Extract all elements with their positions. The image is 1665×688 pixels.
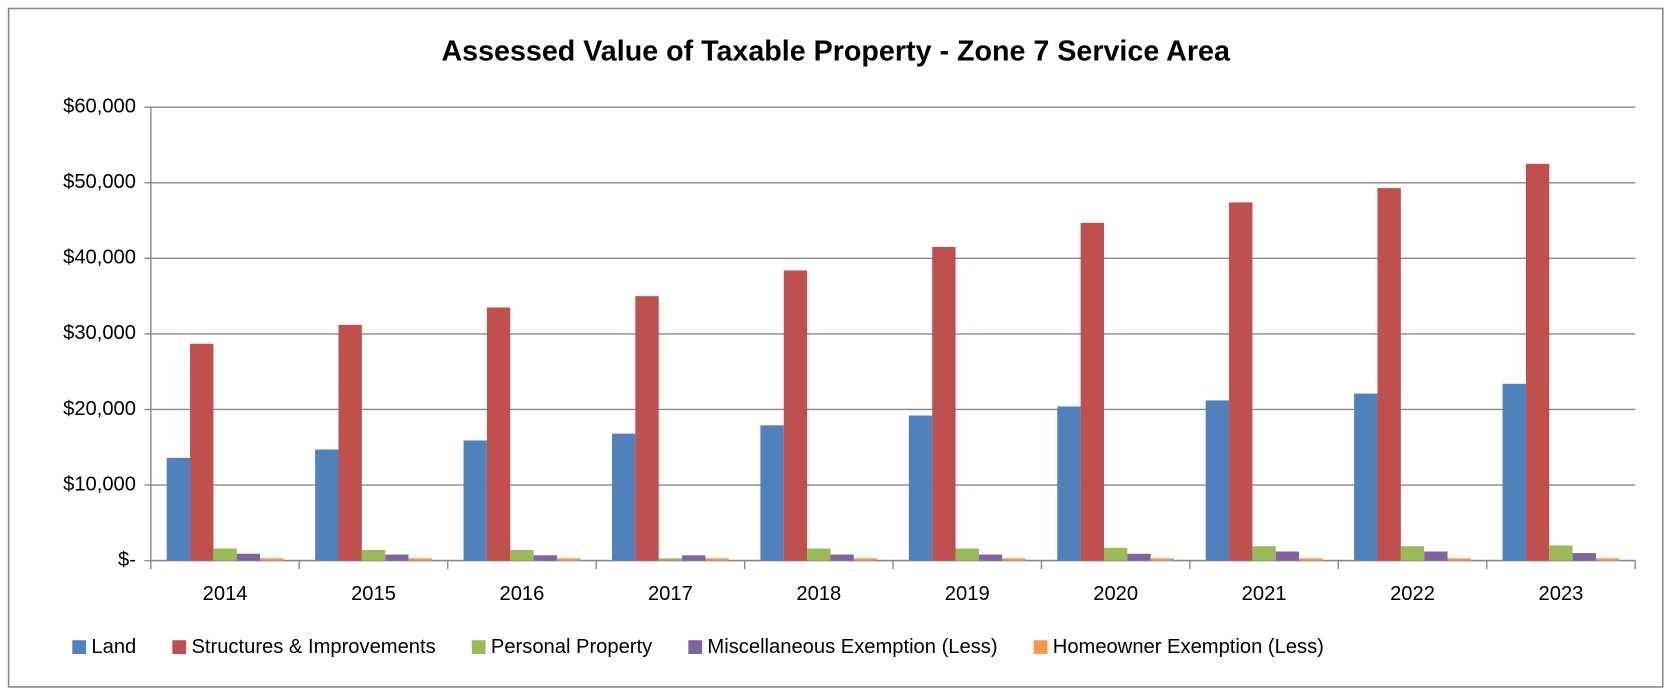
bar — [408, 558, 432, 561]
bar — [658, 558, 683, 561]
y-tick-label: $- — [118, 549, 136, 571]
bar — [213, 548, 237, 561]
x-tick-label: 2014 — [203, 583, 248, 605]
chart-title: Assessed Value of Taxable Property - Zon… — [441, 36, 1230, 68]
y-tick-label: $20,000 — [63, 398, 136, 420]
bar — [955, 548, 979, 561]
bar — [556, 558, 581, 561]
bar — [166, 457, 191, 561]
bar — [807, 548, 831, 561]
bar — [361, 550, 386, 561]
bar — [236, 553, 261, 561]
bar — [682, 555, 706, 561]
bar — [1229, 202, 1253, 561]
bar — [463, 440, 487, 561]
bar — [1525, 163, 1550, 561]
bar — [705, 558, 729, 561]
bar — [1424, 551, 1448, 561]
bar — [1103, 547, 1128, 561]
x-tick-label: 2015 — [351, 583, 396, 605]
y-tick-label: $10,000 — [63, 473, 136, 495]
bar — [260, 558, 284, 561]
bar — [1502, 383, 1526, 561]
legend-swatch — [72, 640, 87, 655]
y-tick-label: $50,000 — [63, 171, 136, 193]
bar — [1377, 188, 1401, 561]
x-tick-label: 2018 — [796, 583, 841, 605]
legend-swatch — [471, 640, 486, 655]
bar — [1595, 558, 1620, 561]
bar — [1400, 546, 1425, 561]
bar — [1549, 545, 1573, 561]
bar — [760, 425, 784, 561]
bar — [830, 554, 854, 561]
bar — [338, 324, 362, 561]
legend-label: Miscellaneous Exemption (Less) — [707, 636, 997, 658]
bar — [510, 550, 534, 561]
x-tick-label: 2020 — [1093, 583, 1138, 605]
y-tick-label: $30,000 — [63, 322, 136, 344]
bar — [1150, 558, 1175, 561]
legend-label: Personal Property — [491, 636, 653, 658]
bar — [190, 343, 214, 561]
bar — [1080, 222, 1104, 561]
bar — [908, 415, 933, 561]
bar — [533, 555, 557, 561]
x-tick-label: 2023 — [1539, 583, 1584, 605]
bar — [1572, 553, 1596, 561]
bar — [783, 270, 808, 561]
legend-swatch — [688, 640, 703, 655]
bar — [1252, 546, 1276, 561]
bar — [315, 449, 339, 561]
x-tick-label: 2022 — [1390, 583, 1435, 605]
bar — [1057, 406, 1081, 561]
legend-swatch — [172, 640, 187, 655]
bar — [1447, 558, 1471, 561]
bar — [1205, 400, 1230, 561]
legend-label: Land — [91, 636, 136, 658]
bar — [635, 296, 659, 561]
legend-label: Structures & Improvements — [191, 636, 435, 658]
bar — [853, 558, 878, 561]
x-tick-label: 2017 — [648, 583, 693, 605]
x-tick-label: 2021 — [1242, 583, 1287, 605]
bar — [611, 433, 636, 561]
bar — [1354, 393, 1378, 561]
legend-swatch — [1033, 640, 1048, 655]
bar — [1299, 558, 1323, 561]
y-tick-label: $40,000 — [63, 247, 136, 269]
x-tick-label: 2016 — [500, 583, 545, 605]
legend-label: Homeowner Exemption (Less) — [1053, 636, 1324, 658]
bar — [1002, 558, 1026, 561]
bar — [978, 554, 1003, 561]
y-tick-label: $60,000 — [63, 96, 136, 118]
bar — [932, 247, 956, 561]
bar — [1275, 551, 1300, 561]
bar — [1127, 553, 1151, 561]
x-tick-label: 2019 — [945, 583, 990, 605]
bar — [486, 307, 511, 561]
bar — [385, 554, 409, 561]
